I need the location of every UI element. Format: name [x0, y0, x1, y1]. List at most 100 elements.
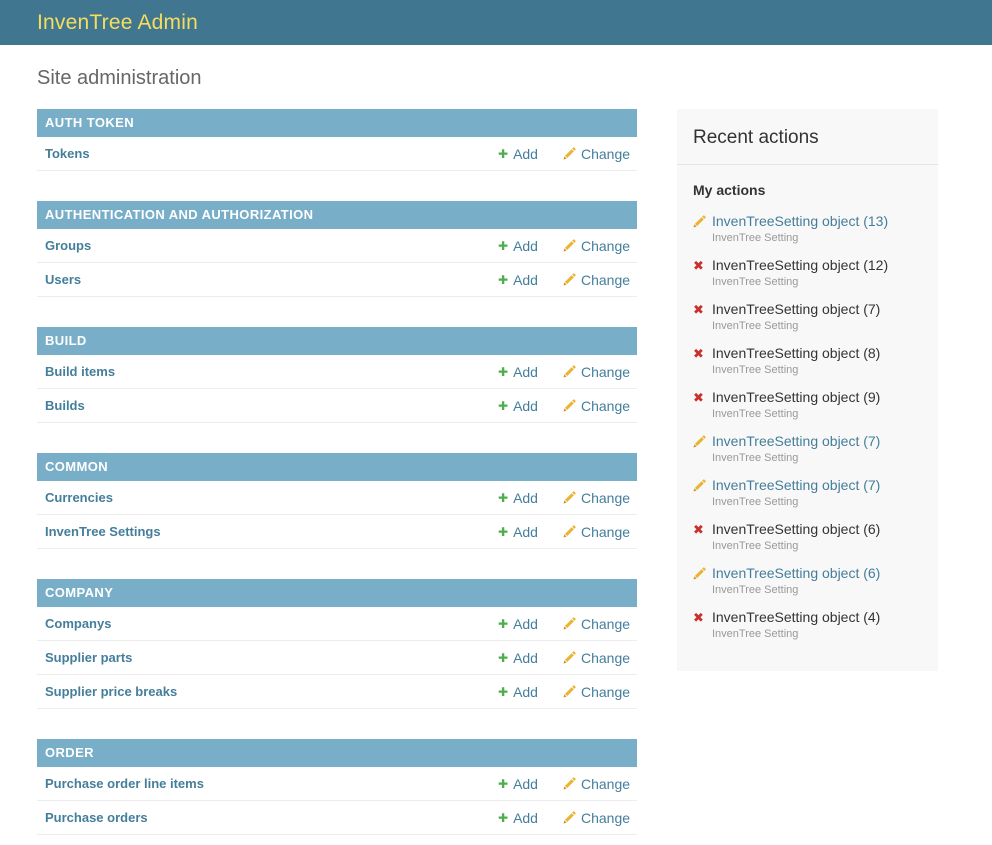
recent-action-link[interactable]: InvenTreeSetting object (13)	[712, 213, 889, 229]
change-link[interactable]: Change	[563, 398, 637, 414]
recent-action-item: ✖ InvenTreeSetting object (4) InvenTree …	[693, 609, 922, 640]
recent-action-item: ✖ InvenTreeSetting object (6) InvenTree …	[693, 521, 922, 552]
add-label: Add	[513, 683, 538, 700]
pencil-icon	[563, 777, 576, 790]
recent-action-link[interactable]: InvenTreeSetting object (7)	[712, 433, 881, 449]
model-link[interactable]: Purchase orders	[45, 810, 148, 825]
delete-icon: ✖	[693, 389, 704, 405]
change-link[interactable]: Change	[563, 650, 637, 666]
add-label: Add	[513, 649, 538, 666]
recent-action-item: ✖ InvenTreeSetting object (6) InvenTree …	[693, 565, 922, 596]
recent-action-type: InvenTree Setting	[712, 540, 799, 552]
pencil-icon	[693, 434, 706, 448]
change-link[interactable]: Change	[563, 524, 637, 540]
app-module: ORDER Purchase order line items ✚ Add Ch…	[37, 739, 637, 835]
change-link[interactable]: Change	[563, 364, 637, 380]
recent-action-item: ✖ InvenTreeSetting object (7) InvenTree …	[693, 301, 922, 332]
plus-icon: ✚	[498, 524, 509, 539]
action-icon-slot: ✖	[693, 611, 712, 624]
model-row: Purchase orders ✚ Add Change	[37, 801, 637, 835]
model-link[interactable]: Builds	[45, 398, 85, 413]
add-label: Add	[513, 615, 538, 632]
model-link[interactable]: Build items	[45, 364, 116, 379]
recent-action-link: InvenTreeSetting object (9)	[712, 389, 881, 405]
change-link[interactable]: Change	[563, 776, 637, 792]
recent-action-link: InvenTreeSetting object (12)	[712, 257, 889, 273]
plus-icon: ✚	[498, 810, 509, 825]
pencil-icon	[693, 478, 706, 492]
add-link[interactable]: ✚ Add	[498, 398, 563, 414]
app-module: COMPANY Companys ✚ Add Change Supplier p…	[37, 579, 637, 709]
action-icon-slot: ✖	[693, 523, 712, 536]
add-link[interactable]: ✚ Add	[498, 272, 563, 288]
module-caption[interactable]: AUTH TOKEN	[37, 109, 637, 137]
add-link[interactable]: ✚ Add	[498, 238, 563, 254]
plus-icon: ✚	[498, 616, 509, 631]
my-actions-heading: My actions	[693, 182, 766, 198]
model-row: InvenTree Settings ✚ Add Change	[37, 515, 637, 549]
change-label: Change	[581, 615, 631, 632]
add-link[interactable]: ✚ Add	[498, 616, 563, 632]
model-link[interactable]: Supplier parts	[45, 650, 133, 665]
pencil-icon	[563, 365, 576, 378]
plus-icon: ✚	[498, 238, 509, 253]
change-label: Change	[581, 809, 631, 826]
model-link[interactable]: Users	[45, 272, 82, 287]
change-link[interactable]: Change	[563, 238, 637, 254]
plus-icon: ✚	[498, 650, 509, 665]
action-icon-slot: ✖	[693, 214, 712, 228]
add-link[interactable]: ✚ Add	[498, 146, 563, 162]
add-link[interactable]: ✚ Add	[498, 364, 563, 380]
action-icon-slot: ✖	[693, 347, 712, 360]
content-area: AUTH TOKEN Tokens ✚ Add Change AUTHENTIC…	[0, 109, 992, 845]
module-caption[interactable]: BUILD	[37, 327, 637, 355]
module-caption[interactable]: ORDER	[37, 739, 637, 767]
pencil-icon	[693, 214, 706, 228]
change-link[interactable]: Change	[563, 616, 637, 632]
recent-action-row: ✖ InvenTreeSetting object (6)	[693, 521, 922, 537]
site-title-link[interactable]: InvenTree Admin	[37, 10, 198, 34]
recent-action-link: InvenTreeSetting object (6)	[712, 521, 881, 537]
model-link[interactable]: Currencies	[45, 490, 113, 505]
model-link[interactable]: Groups	[45, 238, 92, 253]
module-caption[interactable]: AUTHENTICATION AND AUTHORIZATION	[37, 201, 637, 229]
model-link[interactable]: InvenTree Settings	[45, 524, 161, 539]
model-link[interactable]: Purchase order line items	[45, 776, 204, 791]
add-link[interactable]: ✚ Add	[498, 810, 563, 826]
add-link[interactable]: ✚ Add	[498, 684, 563, 700]
model-link[interactable]: Supplier price breaks	[45, 684, 178, 699]
module-caption[interactable]: COMPANY	[37, 579, 637, 607]
recent-action-item: ✖ InvenTreeSetting object (12) InvenTree…	[693, 257, 922, 288]
recent-action-type: InvenTree Setting	[712, 232, 799, 244]
pencil-icon	[563, 525, 576, 538]
add-link[interactable]: ✚ Add	[498, 524, 563, 540]
model-row: Currencies ✚ Add Change	[37, 481, 637, 515]
change-link[interactable]: Change	[563, 810, 637, 826]
change-link[interactable]: Change	[563, 146, 637, 162]
add-link[interactable]: ✚ Add	[498, 650, 563, 666]
model-row: Build items ✚ Add Change	[37, 355, 637, 389]
recent-action-link[interactable]: InvenTreeSetting object (6)	[712, 565, 881, 581]
recent-action-row: ✖ InvenTreeSetting object (7)	[693, 301, 922, 317]
module-body: Build items ✚ Add Change Builds ✚ Add	[37, 355, 637, 423]
pencil-icon	[563, 273, 576, 286]
change-link[interactable]: Change	[563, 684, 637, 700]
app-module: COMMON Currencies ✚ Add Change InvenTree…	[37, 453, 637, 549]
add-link[interactable]: ✚ Add	[498, 490, 563, 506]
change-label: Change	[581, 237, 631, 254]
action-icon-slot: ✖	[693, 566, 712, 580]
change-link[interactable]: Change	[563, 490, 637, 506]
recent-action-type: InvenTree Setting	[712, 496, 799, 508]
plus-icon: ✚	[498, 490, 509, 505]
module-caption[interactable]: COMMON	[37, 453, 637, 481]
model-link[interactable]: Companys	[45, 616, 112, 631]
model-row: Supplier price breaks ✚ Add Change	[37, 675, 637, 709]
model-link[interactable]: Tokens	[45, 146, 90, 161]
app-list: AUTH TOKEN Tokens ✚ Add Change AUTHENTIC…	[37, 109, 637, 845]
add-link[interactable]: ✚ Add	[498, 776, 563, 792]
plus-icon: ✚	[498, 776, 509, 791]
recent-action-link[interactable]: InvenTreeSetting object (7)	[712, 477, 881, 493]
change-link[interactable]: Change	[563, 272, 637, 288]
add-label: Add	[513, 523, 538, 540]
recent-action-type: InvenTree Setting	[712, 452, 799, 464]
